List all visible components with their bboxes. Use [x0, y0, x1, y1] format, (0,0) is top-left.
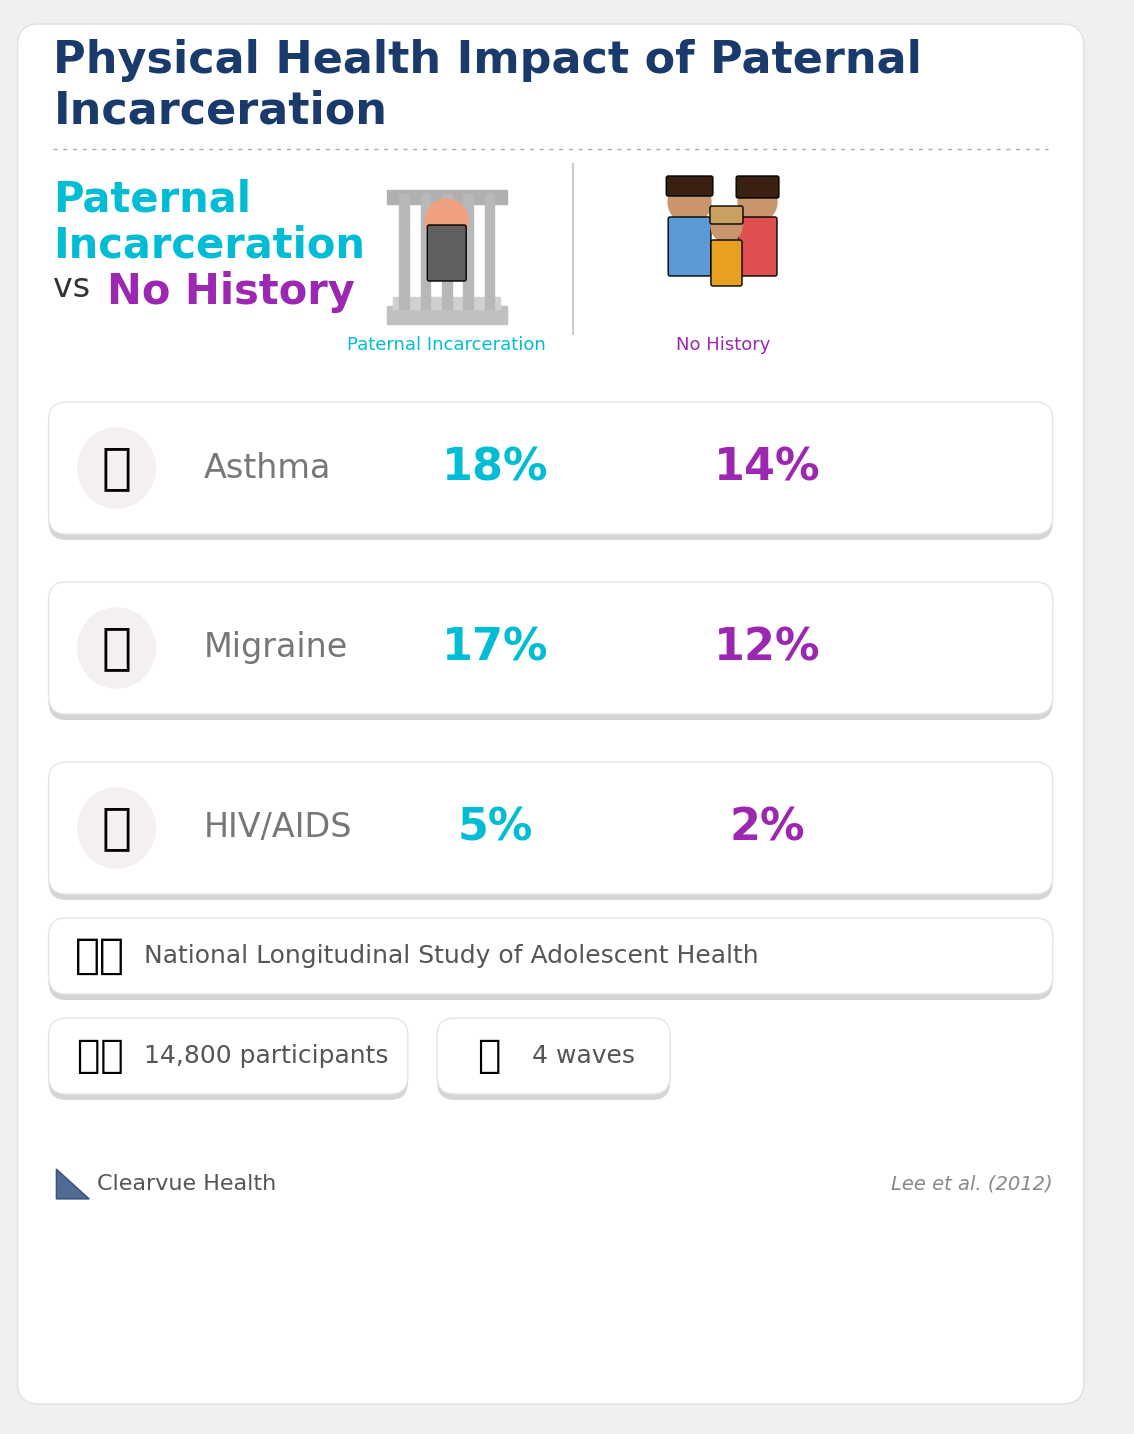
Circle shape: [78, 608, 155, 688]
Text: 17%: 17%: [442, 627, 549, 670]
Text: 🧪: 🧪: [102, 804, 132, 852]
Circle shape: [78, 789, 155, 868]
FancyBboxPatch shape: [49, 588, 1052, 720]
Polygon shape: [57, 1169, 90, 1199]
Circle shape: [425, 199, 468, 242]
Text: 🇺🇸: 🇺🇸: [75, 935, 125, 977]
Text: No History: No History: [676, 336, 771, 354]
Text: 👩‍👧: 👩‍👧: [77, 1037, 124, 1076]
Circle shape: [668, 181, 711, 224]
Text: 🧴: 🧴: [102, 445, 132, 492]
FancyBboxPatch shape: [711, 239, 742, 285]
FancyBboxPatch shape: [49, 1018, 408, 1094]
Text: No History: No History: [107, 271, 355, 313]
Bar: [387, 305, 507, 324]
Text: 🧠: 🧠: [102, 624, 132, 673]
Text: 14%: 14%: [714, 446, 821, 489]
Circle shape: [738, 182, 777, 222]
Text: Paternal: Paternal: [53, 179, 252, 221]
Text: HIV/AIDS: HIV/AIDS: [204, 812, 353, 845]
Text: 4 waves: 4 waves: [532, 1044, 635, 1068]
FancyBboxPatch shape: [437, 1018, 670, 1094]
Text: Migraine: Migraine: [204, 631, 348, 664]
FancyBboxPatch shape: [49, 409, 1052, 541]
Text: Asthma: Asthma: [204, 452, 331, 485]
Text: National Longitudinal Study of Adolescent Health: National Longitudinal Study of Adolescen…: [144, 944, 759, 968]
Text: 12%: 12%: [714, 627, 821, 670]
Text: Incarceration: Incarceration: [53, 89, 388, 132]
Text: Paternal Incarceration: Paternal Incarceration: [347, 336, 547, 354]
FancyBboxPatch shape: [428, 225, 466, 281]
Text: Incarceration: Incarceration: [53, 224, 365, 265]
Text: Physical Health Impact of Paternal: Physical Health Impact of Paternal: [53, 39, 922, 82]
Text: 📋: 📋: [476, 1037, 500, 1076]
FancyBboxPatch shape: [437, 1024, 670, 1100]
FancyBboxPatch shape: [49, 769, 1052, 901]
FancyBboxPatch shape: [49, 582, 1052, 714]
Bar: [399, 194, 409, 308]
FancyBboxPatch shape: [17, 24, 1084, 1404]
FancyBboxPatch shape: [49, 1024, 408, 1100]
Text: Lee et al. (2012): Lee et al. (2012): [891, 1174, 1052, 1193]
Bar: [421, 194, 430, 308]
Bar: [464, 194, 473, 308]
Text: 14,800 participants: 14,800 participants: [144, 1044, 388, 1068]
FancyBboxPatch shape: [49, 923, 1052, 999]
FancyBboxPatch shape: [668, 217, 711, 275]
Text: 2%: 2%: [729, 806, 805, 849]
FancyBboxPatch shape: [667, 176, 713, 196]
Bar: [393, 297, 500, 308]
FancyBboxPatch shape: [49, 918, 1052, 994]
Text: Clearvue Health: Clearvue Health: [98, 1174, 277, 1195]
FancyBboxPatch shape: [736, 176, 779, 198]
Circle shape: [711, 209, 742, 242]
FancyBboxPatch shape: [738, 217, 777, 275]
FancyBboxPatch shape: [49, 402, 1052, 533]
Text: 5%: 5%: [458, 806, 533, 849]
FancyBboxPatch shape: [49, 761, 1052, 893]
Circle shape: [78, 427, 155, 508]
Bar: [442, 194, 451, 308]
Bar: [387, 189, 507, 204]
Bar: [484, 194, 494, 308]
Text: 18%: 18%: [442, 446, 549, 489]
Text: vs: vs: [53, 271, 91, 304]
FancyBboxPatch shape: [710, 206, 743, 224]
